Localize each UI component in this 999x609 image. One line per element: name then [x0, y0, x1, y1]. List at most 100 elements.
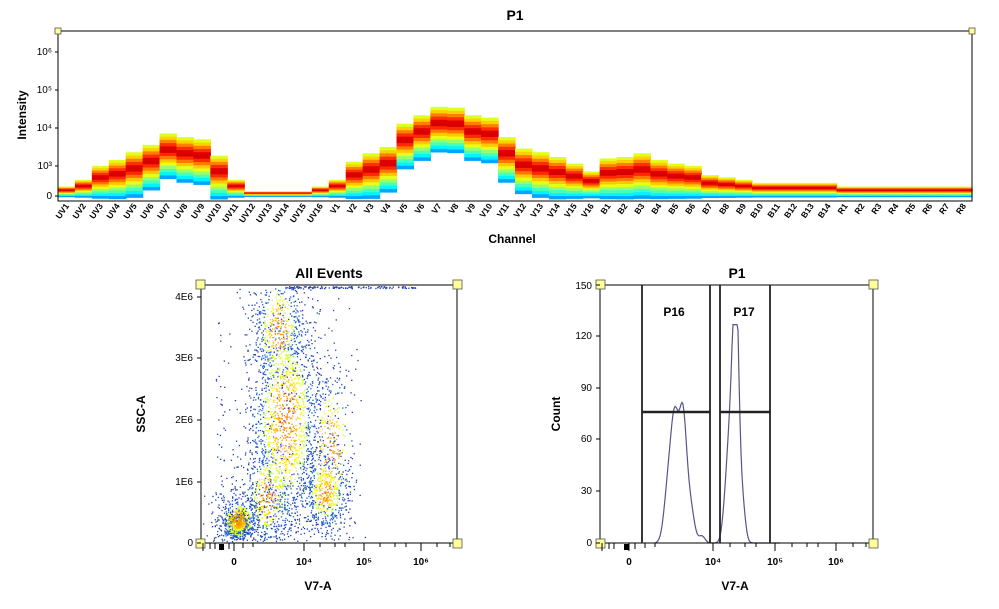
scatter-point — [241, 530, 244, 532]
scatter-point — [281, 530, 283, 533]
histogram-xtick-label: 10⁵ — [767, 557, 783, 568]
scatter-point — [273, 515, 275, 517]
scatter-point — [310, 483, 312, 485]
spectrum-channel-column — [396, 123, 415, 170]
scatter-point — [283, 491, 286, 494]
scatter-point — [285, 465, 287, 468]
scatter-point — [284, 434, 286, 437]
scatter-point — [305, 381, 307, 383]
scatter-point — [232, 454, 234, 456]
scatter-point — [359, 443, 361, 445]
scatter-point — [309, 443, 312, 445]
scatter-point — [274, 358, 276, 361]
scatter-point — [235, 532, 237, 535]
scatter-point — [301, 440, 304, 442]
scatter-point — [256, 481, 259, 483]
scatter-resize-handle-tr[interactable] — [452, 279, 463, 290]
scatter-point — [336, 517, 338, 519]
scatter-point — [277, 372, 279, 374]
spectrum-channel-column — [91, 165, 110, 199]
scatter-point — [257, 509, 259, 511]
scatter-point — [336, 434, 338, 437]
scatter-point — [335, 349, 337, 351]
scatter-point — [253, 538, 255, 540]
scatter-point — [224, 508, 226, 510]
scatter-point — [339, 528, 341, 530]
scatter-point — [232, 511, 234, 513]
scatter-point — [323, 470, 325, 472]
scatter-point — [270, 456, 272, 458]
scatter-point — [222, 522, 224, 525]
scatter-point — [304, 366, 306, 368]
scatter-point — [264, 534, 266, 536]
scatter-point — [320, 449, 322, 452]
scatter-point — [290, 529, 292, 532]
scatter-point — [317, 473, 319, 476]
scatter-point — [328, 467, 330, 469]
scatter-point — [222, 520, 224, 522]
scatter-point — [286, 519, 288, 521]
scatter-point — [338, 494, 340, 496]
scatter-point — [306, 503, 308, 505]
spectrum-channel-label: V5 — [395, 201, 409, 215]
scatter-point — [293, 295, 295, 297]
gate-p17[interactable]: P17 — [719, 285, 771, 543]
scatter-point — [302, 401, 305, 404]
scatter-point — [309, 505, 311, 507]
scatter-point — [289, 286, 291, 288]
scatter-point — [256, 443, 258, 445]
scatter-point — [259, 510, 261, 512]
scatter-point — [271, 337, 274, 339]
scatter-point — [286, 375, 288, 377]
scatter-point — [325, 517, 327, 520]
histogram-resize-handle-br[interactable] — [868, 538, 879, 549]
scatter-point — [274, 411, 276, 414]
scatter-point — [302, 383, 304, 386]
scatter-point — [255, 502, 257, 504]
scatter-point — [275, 442, 278, 445]
scatter-point — [294, 454, 296, 456]
scatter-point — [255, 313, 257, 315]
scatter-resize-handle-br[interactable] — [452, 538, 463, 549]
scatter-point — [335, 286, 337, 288]
scatter-point — [311, 496, 313, 499]
scatter-point — [334, 432, 336, 434]
spectrum-resize-handle-tr[interactable] — [968, 27, 976, 35]
scatter-point — [251, 521, 253, 523]
scatter-point — [306, 459, 308, 461]
scatter-resize-handle-tl[interactable] — [195, 279, 206, 290]
scatter-point — [338, 392, 340, 394]
scatter-point — [282, 323, 284, 325]
scatter-point — [275, 495, 277, 497]
scatter-point — [273, 491, 275, 494]
scatter-point — [315, 485, 317, 487]
scatter-point — [322, 498, 324, 500]
scatter-point — [286, 417, 288, 419]
histogram-resize-handle-tr[interactable] — [868, 279, 879, 290]
scatter-point — [246, 494, 248, 496]
scatter-point — [311, 455, 314, 457]
scatter-point — [250, 528, 252, 531]
scatter-point — [350, 456, 352, 459]
scatter-point — [273, 518, 275, 520]
spectrum-channel-column — [548, 156, 567, 200]
scatter-point — [327, 446, 329, 449]
scatter-point — [233, 521, 235, 523]
scatter-point — [248, 529, 250, 531]
scatter-point — [218, 322, 220, 325]
scatter-point — [240, 458, 242, 460]
scatter-point — [305, 331, 307, 333]
scatter-point — [310, 467, 312, 469]
scatter-point — [269, 386, 272, 388]
scatter-point — [359, 494, 361, 496]
scatter-point — [321, 428, 323, 430]
scatter-point — [230, 511, 232, 513]
spectrum-resize-handle-tl[interactable] — [54, 27, 62, 35]
scatter-point — [313, 451, 315, 453]
scatter-point — [308, 411, 311, 413]
gate-p16[interactable]: P16 — [641, 285, 711, 543]
scatter-point — [327, 386, 330, 388]
scatter-point — [302, 398, 304, 401]
scatter-point — [324, 456, 326, 459]
scatter-point — [319, 484, 321, 486]
